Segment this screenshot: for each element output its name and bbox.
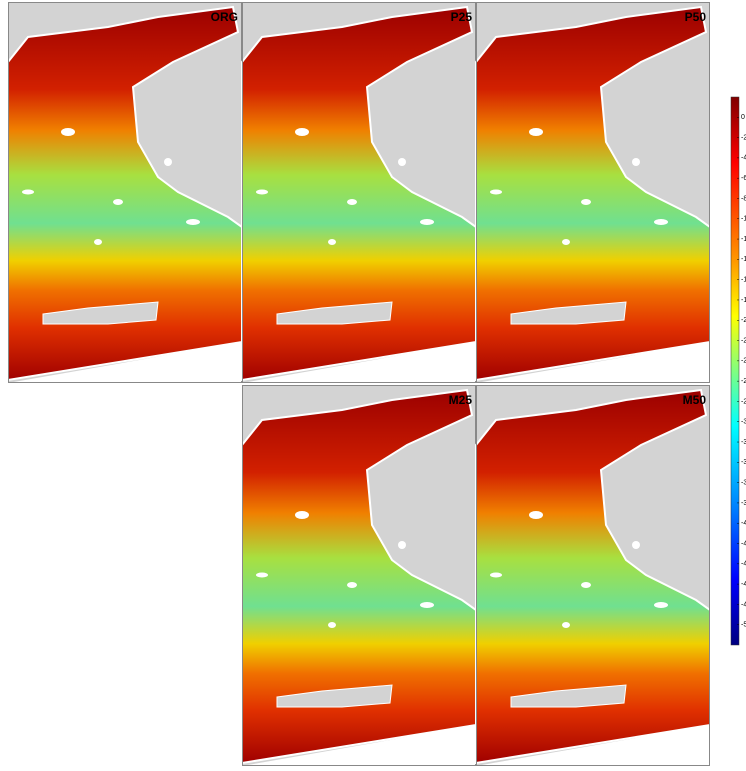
island bbox=[61, 128, 75, 136]
colorbar-tick-label: -42 bbox=[741, 540, 746, 547]
map-panel: P25 bbox=[242, 2, 476, 383]
island bbox=[164, 158, 172, 166]
island bbox=[581, 582, 591, 588]
panel-label: M50 bbox=[683, 393, 707, 407]
panel-label: P25 bbox=[451, 10, 473, 24]
island bbox=[529, 128, 543, 136]
island bbox=[398, 158, 406, 166]
colorbar-tick-label: -2 bbox=[741, 134, 746, 141]
colorbar-tick-label: -12 bbox=[741, 236, 746, 243]
colorbar-tick-label: -14 bbox=[741, 256, 746, 263]
colorbar-tick-label: -22 bbox=[741, 337, 746, 344]
island bbox=[398, 541, 406, 549]
colorbar-tick-label: -36 bbox=[741, 479, 746, 486]
colorbar-tick-label: -30 bbox=[741, 419, 746, 426]
colorbar-tick-label: -34 bbox=[741, 459, 746, 466]
island bbox=[632, 158, 640, 166]
colorbar-tick-label: -16 bbox=[741, 277, 746, 284]
colorbar-tick-label: -10 bbox=[741, 216, 746, 223]
panel-label: ORG bbox=[211, 10, 238, 24]
colorbar-tick-label: -26 bbox=[741, 378, 746, 385]
colorbar-tick-label: -46 bbox=[741, 581, 746, 588]
panel-label: P50 bbox=[685, 10, 707, 24]
island bbox=[654, 602, 668, 608]
colorbar-tick-label: -20 bbox=[741, 317, 746, 324]
figure: ORG P25 P50 M25 M50 0 -2 -4 -6 -8 -10 -12 -14 -16 -18 -… bbox=[0, 0, 746, 771]
colorbar-tick-label: -44 bbox=[741, 561, 746, 568]
island bbox=[328, 622, 336, 628]
colorbar-tick-label: -28 bbox=[741, 398, 746, 405]
colorbar-tick-label: -38 bbox=[741, 500, 746, 507]
island bbox=[632, 541, 640, 549]
map-panel: M25 bbox=[242, 385, 476, 766]
island bbox=[328, 239, 336, 245]
colorbar-tick-label: -48 bbox=[741, 601, 746, 608]
island bbox=[347, 199, 357, 205]
colorbar-tick-label: -18 bbox=[741, 297, 746, 304]
island bbox=[654, 219, 668, 225]
map-panel: P50 bbox=[476, 2, 710, 383]
island bbox=[490, 573, 502, 578]
island bbox=[562, 622, 570, 628]
island bbox=[420, 602, 434, 608]
island bbox=[256, 573, 268, 578]
colorbar-tick-label: -40 bbox=[741, 520, 746, 527]
island bbox=[347, 582, 357, 588]
map-panel: M50 bbox=[476, 385, 710, 766]
colorbar-tick-label: -6 bbox=[741, 175, 746, 182]
colorbar-tick-label: -4 bbox=[741, 155, 746, 162]
island bbox=[490, 190, 502, 195]
colorbar-tick-label: -50 bbox=[741, 622, 746, 629]
island bbox=[22, 190, 34, 195]
island bbox=[420, 219, 434, 225]
island bbox=[94, 239, 102, 245]
island bbox=[581, 199, 591, 205]
panel-label: M25 bbox=[449, 393, 473, 407]
colorbar-tick-label: -32 bbox=[741, 439, 746, 446]
colorbar-tick-label: -24 bbox=[741, 358, 746, 365]
island bbox=[186, 219, 200, 225]
map-panel: ORG bbox=[8, 2, 242, 383]
colorbar-tick-label: 0 bbox=[741, 114, 745, 121]
island bbox=[295, 511, 309, 519]
island bbox=[562, 239, 570, 245]
colorbar bbox=[731, 97, 739, 645]
island bbox=[113, 199, 123, 205]
page: {"panels": [{"label": "ORG"}, {"label": … bbox=[0, 0, 746, 771]
island bbox=[529, 511, 543, 519]
colorbar-tick-label: -8 bbox=[741, 195, 746, 202]
island bbox=[256, 190, 268, 195]
island bbox=[295, 128, 309, 136]
